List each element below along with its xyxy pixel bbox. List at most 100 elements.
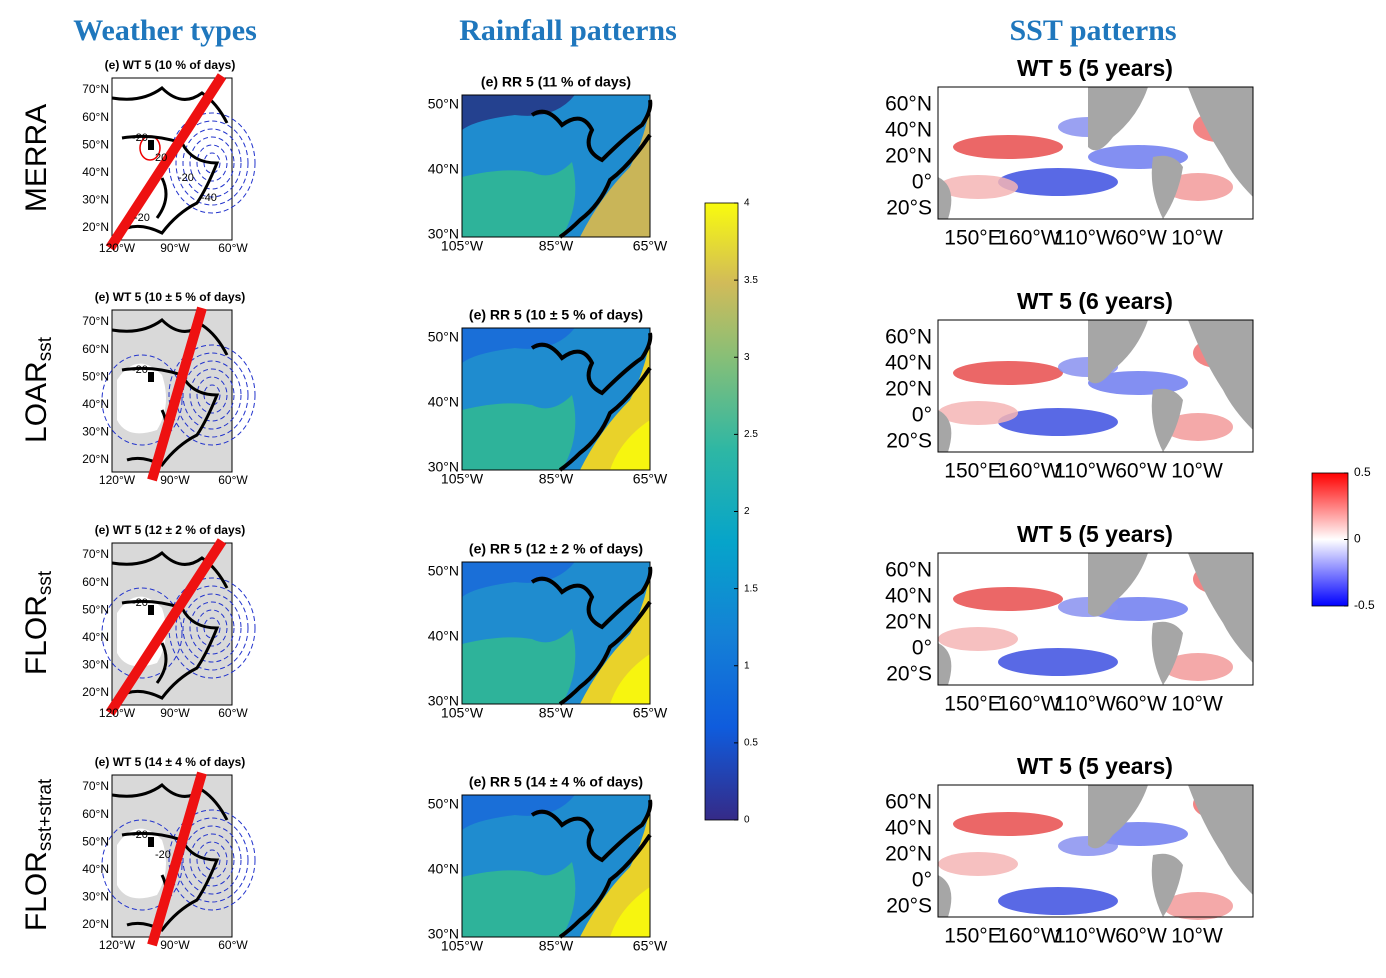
map-frame (461, 327, 651, 471)
lat-label: 40°N (885, 585, 932, 608)
colorbar-tick-label: 2.5 (744, 429, 758, 440)
lat-label: 40°N (885, 119, 932, 142)
lon-label: 10°W (1171, 925, 1223, 948)
row-label-subscript: sst (35, 336, 56, 361)
lon-label: 65°W (633, 938, 668, 954)
contour (101, 819, 183, 911)
sst-anomaly (953, 135, 1063, 159)
land (938, 320, 1253, 452)
red-axis-line (147, 771, 207, 947)
lon-label: 10°W (1171, 693, 1223, 716)
coastline (530, 99, 653, 239)
row-label-subscript: sst (35, 570, 56, 595)
map-frame (461, 561, 651, 705)
lon-label: 60°W (218, 938, 248, 952)
lat-label: 40°N (82, 862, 109, 876)
colorbar (1311, 472, 1349, 607)
colorbar-tick-label: -0.5 (1354, 598, 1375, 612)
colorbar-tick-label: 0 (744, 815, 750, 826)
contour (182, 128, 242, 198)
lat-label: 40°N (82, 165, 109, 179)
lat-label: 30°N (428, 459, 459, 475)
lat-label: 20°N (82, 685, 109, 699)
contour (101, 587, 183, 679)
coastline (530, 332, 653, 472)
map-frame (461, 94, 651, 238)
lon-label: 120°W (99, 473, 136, 487)
lat-label: 70°N (82, 779, 109, 793)
row-label: FLORsst (20, 570, 56, 675)
lat-label: 40°N (82, 630, 109, 644)
lon-label: 60°W (218, 473, 248, 487)
contour-label: -20 (134, 212, 150, 224)
lon-label: 120°W (99, 241, 136, 255)
map-frame (937, 319, 1254, 453)
lon-label: 10°W (1171, 460, 1223, 483)
lat-label: 30°N (82, 425, 109, 439)
lat-label: 40°N (428, 861, 459, 877)
contour (203, 849, 221, 871)
column-title: SST patterns (1010, 14, 1177, 47)
red-axis-line (105, 538, 227, 716)
colorbar-tick-label: 2 (744, 506, 750, 517)
column-title: Rainfall patterns (459, 14, 677, 47)
lon-label: 150°E (944, 460, 1001, 483)
row-label: LOARsst (20, 336, 56, 443)
sst-anomaly (938, 627, 1018, 651)
lon-label: 150°E (944, 227, 1001, 250)
lon-label: 150°E (944, 925, 1001, 948)
lon-label: 60°W (1115, 460, 1167, 483)
lat-label: 60°N (885, 791, 932, 814)
lon-label: 105°W (441, 938, 484, 954)
lat-label: 20°N (885, 378, 932, 401)
lat-label: 50°N (82, 137, 109, 151)
contour (196, 609, 228, 647)
colorbar-tick-label: 0.5 (744, 738, 758, 749)
panel-title: (e) RR 5 (12 ± 2 % of days) (469, 541, 643, 557)
lat-label: 70°N (82, 547, 109, 561)
contour (196, 144, 228, 182)
colorbar-tick-label: 1 (744, 660, 750, 671)
contour-label: -20 (155, 849, 171, 861)
panel-title: WT 5 (5 years) (1017, 55, 1173, 81)
lat-label: 70°N (82, 314, 109, 328)
row-label-subscript: sst+strat (35, 778, 56, 851)
panel-title: (e) WT 5 (12 ± 2 % of days) (95, 523, 246, 537)
lon-label: 160°W (997, 693, 1060, 716)
max-marker (148, 605, 154, 615)
lat-label: 20°N (885, 611, 932, 634)
map-frame (461, 794, 651, 938)
lon-label: 85°W (539, 938, 574, 954)
lat-label: 70°N (82, 82, 109, 96)
lat-label: 60°N (885, 93, 932, 116)
colorbar (704, 202, 739, 821)
lat-label: 40°N (885, 817, 932, 840)
contour (101, 354, 183, 446)
panel-title: WT 5 (5 years) (1017, 521, 1173, 547)
contour (182, 825, 242, 895)
sst-anomaly (998, 648, 1118, 676)
rain-region-low (462, 95, 575, 130)
max-marker (148, 140, 154, 150)
colorbar-tick-label: 1.5 (744, 583, 758, 594)
lat-label: 40°N (428, 161, 459, 177)
lon-label: 150°E (944, 693, 1001, 716)
lon-label: 160°W (997, 925, 1060, 948)
sst-anomaly (1163, 173, 1233, 201)
contour (196, 376, 228, 414)
sst-anomaly (938, 852, 1018, 876)
contour (196, 841, 228, 879)
row-label-name: MERRA (20, 104, 53, 212)
column-title: Weather types (73, 14, 257, 47)
lon-label: 90°W (160, 241, 190, 255)
lat-label: 40°N (82, 397, 109, 411)
contour (189, 368, 235, 422)
colorbar-tick-label: 0.5 (1354, 465, 1371, 479)
lat-label: 60°N (885, 326, 932, 349)
contour (175, 120, 249, 206)
lat-label: 30°N (82, 890, 109, 904)
panel-title: (e) RR 5 (11 % of days) (481, 74, 631, 90)
colorbar-tick-label: 3.5 (744, 275, 758, 286)
colorbar-tick-label: 4 (744, 198, 750, 209)
contour-label: -40 (201, 192, 217, 204)
